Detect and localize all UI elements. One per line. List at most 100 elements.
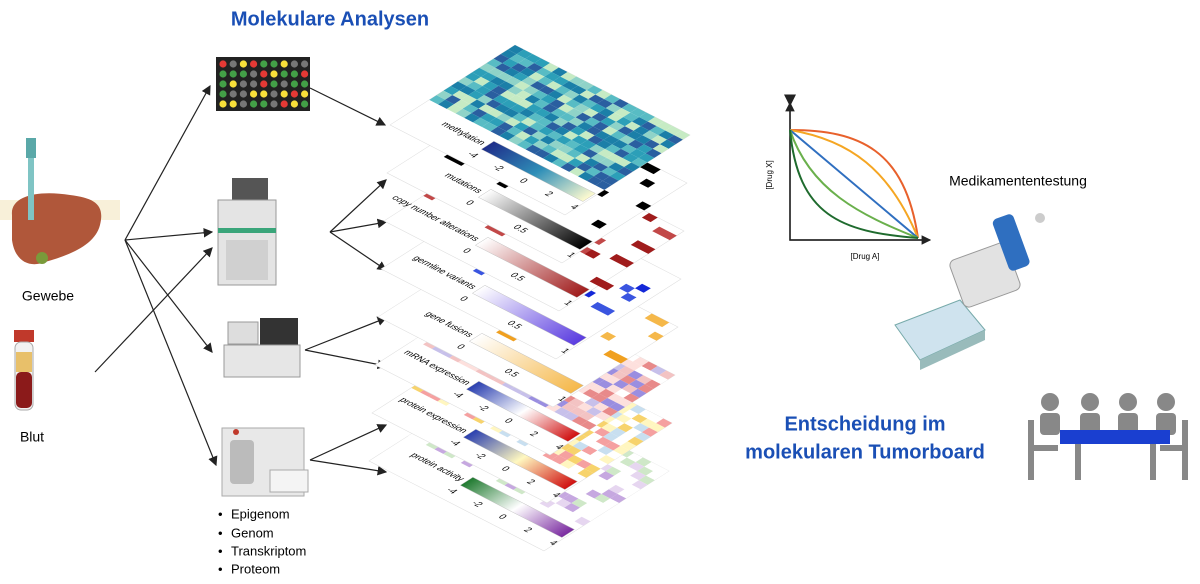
colorbar xyxy=(481,141,596,202)
heatmap-cell xyxy=(559,112,576,122)
colorbar-tick-label: -2 xyxy=(490,163,506,172)
heatmap-cell xyxy=(610,427,626,437)
heatmap-cell xyxy=(613,379,629,389)
well xyxy=(229,70,237,78)
heatmap-cell xyxy=(576,484,593,495)
heatmap-cell xyxy=(498,81,515,91)
heatmap-cell xyxy=(630,388,647,398)
heatmap-cell xyxy=(631,480,648,490)
microarray-icon xyxy=(216,57,310,111)
heatmap-cell xyxy=(613,148,630,158)
heatmap-cell xyxy=(499,131,516,141)
heatmap-cell xyxy=(509,54,526,64)
heatmap-cell xyxy=(565,446,582,456)
heatmap-cell xyxy=(622,475,639,485)
heatmap-cell xyxy=(581,446,598,456)
colorbar-tick-label: -2 xyxy=(475,403,491,412)
heatmap-cell xyxy=(598,108,615,118)
heatmap-cell xyxy=(504,117,521,127)
well xyxy=(239,100,247,108)
heatmap-cell xyxy=(537,76,554,86)
heatmap-cell xyxy=(506,126,523,136)
well xyxy=(290,80,298,88)
heatmap-cell xyxy=(577,81,594,91)
heatmap-cell xyxy=(594,493,611,504)
heatmap-cell xyxy=(446,104,463,114)
heatmap-cell xyxy=(568,117,585,127)
colorbar-tick-label: 0 xyxy=(457,295,470,303)
heatmap-cell xyxy=(609,402,625,412)
heatmap-cell xyxy=(584,117,601,127)
heatmap-cell xyxy=(508,135,524,145)
heatmap-cell xyxy=(605,384,622,394)
heatmap-cell xyxy=(649,126,666,136)
heatmap-cell xyxy=(619,283,635,293)
heatmap-cell xyxy=(562,494,579,504)
heatmap-cell xyxy=(557,144,574,154)
well xyxy=(270,100,278,108)
colorbar-tick-label: 0 xyxy=(460,247,473,255)
heatmap-cell xyxy=(533,99,550,109)
heatmap-cell xyxy=(638,475,655,485)
colorbar-tick-label: 0 xyxy=(502,417,515,425)
heatmap-cell xyxy=(636,375,652,385)
colorbar-tick-label: 0 xyxy=(496,513,509,521)
heatmap-cell xyxy=(503,108,520,118)
heatmap-cell xyxy=(546,81,562,91)
well xyxy=(280,80,288,88)
heatmap-cell xyxy=(604,144,621,154)
well xyxy=(290,60,298,68)
well xyxy=(270,70,278,78)
well xyxy=(229,80,237,88)
heatmap-cell xyxy=(588,94,605,104)
heatmap-cell xyxy=(593,121,609,131)
heatmap-cell xyxy=(608,121,625,131)
heatmap-cell xyxy=(582,108,599,118)
well xyxy=(260,90,268,98)
heatmap-cell xyxy=(651,135,667,145)
well xyxy=(250,70,258,78)
heatmap-cell xyxy=(587,416,604,426)
heatmap-cell xyxy=(611,436,628,446)
heatmap-cell xyxy=(640,121,657,131)
heatmap-cell xyxy=(579,90,596,100)
heatmap-cell xyxy=(450,81,467,91)
heatmap-cell xyxy=(517,99,534,109)
heatmap-cell xyxy=(584,464,601,474)
well xyxy=(250,100,258,108)
colorbar xyxy=(460,477,575,538)
heatmap-cell xyxy=(591,475,608,485)
heatmap-cell xyxy=(468,90,485,100)
heatmap-cell xyxy=(612,139,629,149)
heatmap-cell xyxy=(457,76,474,87)
heatmap-cell xyxy=(666,135,683,145)
colorbar-tick-label: 1 xyxy=(556,395,569,403)
heatmap-cell xyxy=(643,139,660,149)
colorbar-tick-label: -4 xyxy=(447,438,463,447)
heatmap-cell xyxy=(526,103,543,113)
heatmap-cell xyxy=(603,135,620,145)
heatmap-cell xyxy=(519,67,536,77)
heatmap-cell xyxy=(658,130,675,140)
heatmap-cell xyxy=(630,240,656,254)
heatmap-cell xyxy=(546,131,563,141)
heatmap-cell xyxy=(596,99,613,109)
heatmap-cell xyxy=(626,453,643,463)
heatmap-cell xyxy=(501,99,518,109)
heatmap-cell xyxy=(493,54,510,64)
heatmap-cell xyxy=(608,418,625,428)
heatmap-cell xyxy=(589,144,605,154)
heatmap-cell xyxy=(604,94,620,104)
heatmap-cell xyxy=(516,49,533,59)
heatmap-cell xyxy=(453,99,470,109)
heatmap-cell xyxy=(653,466,669,476)
heatmap-cell xyxy=(563,90,580,100)
heatmap-cell xyxy=(591,459,608,469)
heatmap-cell xyxy=(523,135,540,145)
heatmap-cell xyxy=(590,219,607,229)
heatmap-cell xyxy=(560,72,577,82)
heatmap-cell xyxy=(621,384,638,394)
heatmap-cell xyxy=(445,95,462,105)
heatmap-cell xyxy=(583,158,600,168)
heatmap-cell xyxy=(567,158,584,168)
